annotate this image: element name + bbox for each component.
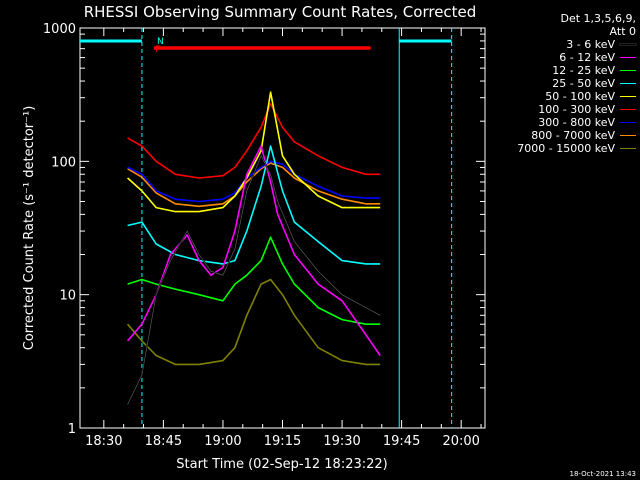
series-line bbox=[127, 162, 381, 208]
legend-swatch bbox=[620, 44, 636, 45]
legend-entry: 7000 - 15000 keV bbox=[480, 142, 636, 155]
night-label: N bbox=[157, 37, 164, 47]
legend-entry: 300 - 800 keV bbox=[480, 116, 636, 129]
flare-label: F bbox=[155, 45, 160, 55]
legend-swatch bbox=[620, 96, 636, 97]
series-line bbox=[126, 278, 381, 366]
x-tick-label: 19:15 bbox=[264, 434, 301, 449]
legend-swatch bbox=[620, 135, 636, 136]
legend-swatch bbox=[620, 70, 636, 71]
legend-swatch bbox=[620, 109, 636, 110]
legend-entry: 800 - 7000 keV bbox=[480, 129, 636, 142]
legend-entry-label: 7000 - 15000 keV bbox=[517, 142, 615, 155]
legend-swatch bbox=[620, 57, 636, 58]
legend-entry-label: 6 - 12 keV bbox=[559, 51, 615, 64]
chart-title: RHESSI Observing Summary Count Rates, Co… bbox=[84, 3, 477, 21]
legend-entry-label: 300 - 800 keV bbox=[538, 116, 615, 129]
legend-entry: 50 - 100 keV bbox=[480, 90, 636, 103]
legend-entry: 25 - 50 keV bbox=[480, 77, 636, 90]
series-line bbox=[127, 236, 381, 326]
series-line bbox=[127, 145, 381, 265]
y-tick-label: 10 bbox=[59, 289, 76, 304]
y-tick-label: 1 bbox=[68, 422, 76, 437]
y-tick-label: 1000 bbox=[43, 22, 76, 37]
legend-entry: 12 - 25 keV bbox=[480, 64, 636, 77]
x-tick-label: 19:30 bbox=[323, 434, 360, 449]
series-line bbox=[126, 155, 381, 405]
legend-entry-label: 3 - 6 keV bbox=[566, 38, 615, 51]
x-axis-label: Start Time (02-Sep-12 18:23:22) bbox=[176, 457, 387, 472]
series-line bbox=[126, 145, 381, 356]
legend-header-attenuator: Att 0 bbox=[609, 25, 636, 38]
legend-entry-label: 100 - 300 keV bbox=[538, 103, 615, 116]
series-line bbox=[127, 91, 381, 213]
x-tick-label: 18:30 bbox=[85, 434, 122, 449]
series-line bbox=[127, 103, 381, 179]
legend-entry: 100 - 300 keV bbox=[480, 103, 636, 116]
series-line-outline bbox=[127, 155, 381, 405]
y-axis-label: Corrected Count Rate (s⁻¹ detector⁻¹) bbox=[22, 106, 37, 351]
legend-swatch bbox=[620, 83, 636, 84]
legend-entry-label: 50 - 100 keV bbox=[545, 90, 615, 103]
legend-header-detectors: Det 1,3,5,6,9, bbox=[560, 12, 636, 25]
x-tick-label: 19:00 bbox=[204, 434, 241, 449]
legend-entry-label: 800 - 7000 keV bbox=[531, 129, 615, 142]
legend: Det 1,3,5,6,9, Att 0 3 - 6 keV 6 - 12 keV… bbox=[480, 12, 636, 155]
x-tick-label: 18:45 bbox=[145, 434, 182, 449]
legend-entry-label: 12 - 25 keV bbox=[552, 64, 615, 77]
legend-swatch bbox=[620, 122, 636, 123]
x-tick-label: 19:45 bbox=[383, 434, 420, 449]
generation-timestamp: 18-Oct-2021 13:43 bbox=[569, 470, 636, 478]
legend-entry: 3 - 6 keV bbox=[480, 38, 636, 51]
legend-swatch bbox=[620, 148, 636, 149]
legend-entry-label: 25 - 50 keV bbox=[552, 77, 615, 90]
legend-entry: 6 - 12 keV bbox=[480, 51, 636, 64]
x-tick-label: 20:00 bbox=[442, 434, 479, 449]
y-tick-label: 100 bbox=[51, 155, 76, 170]
